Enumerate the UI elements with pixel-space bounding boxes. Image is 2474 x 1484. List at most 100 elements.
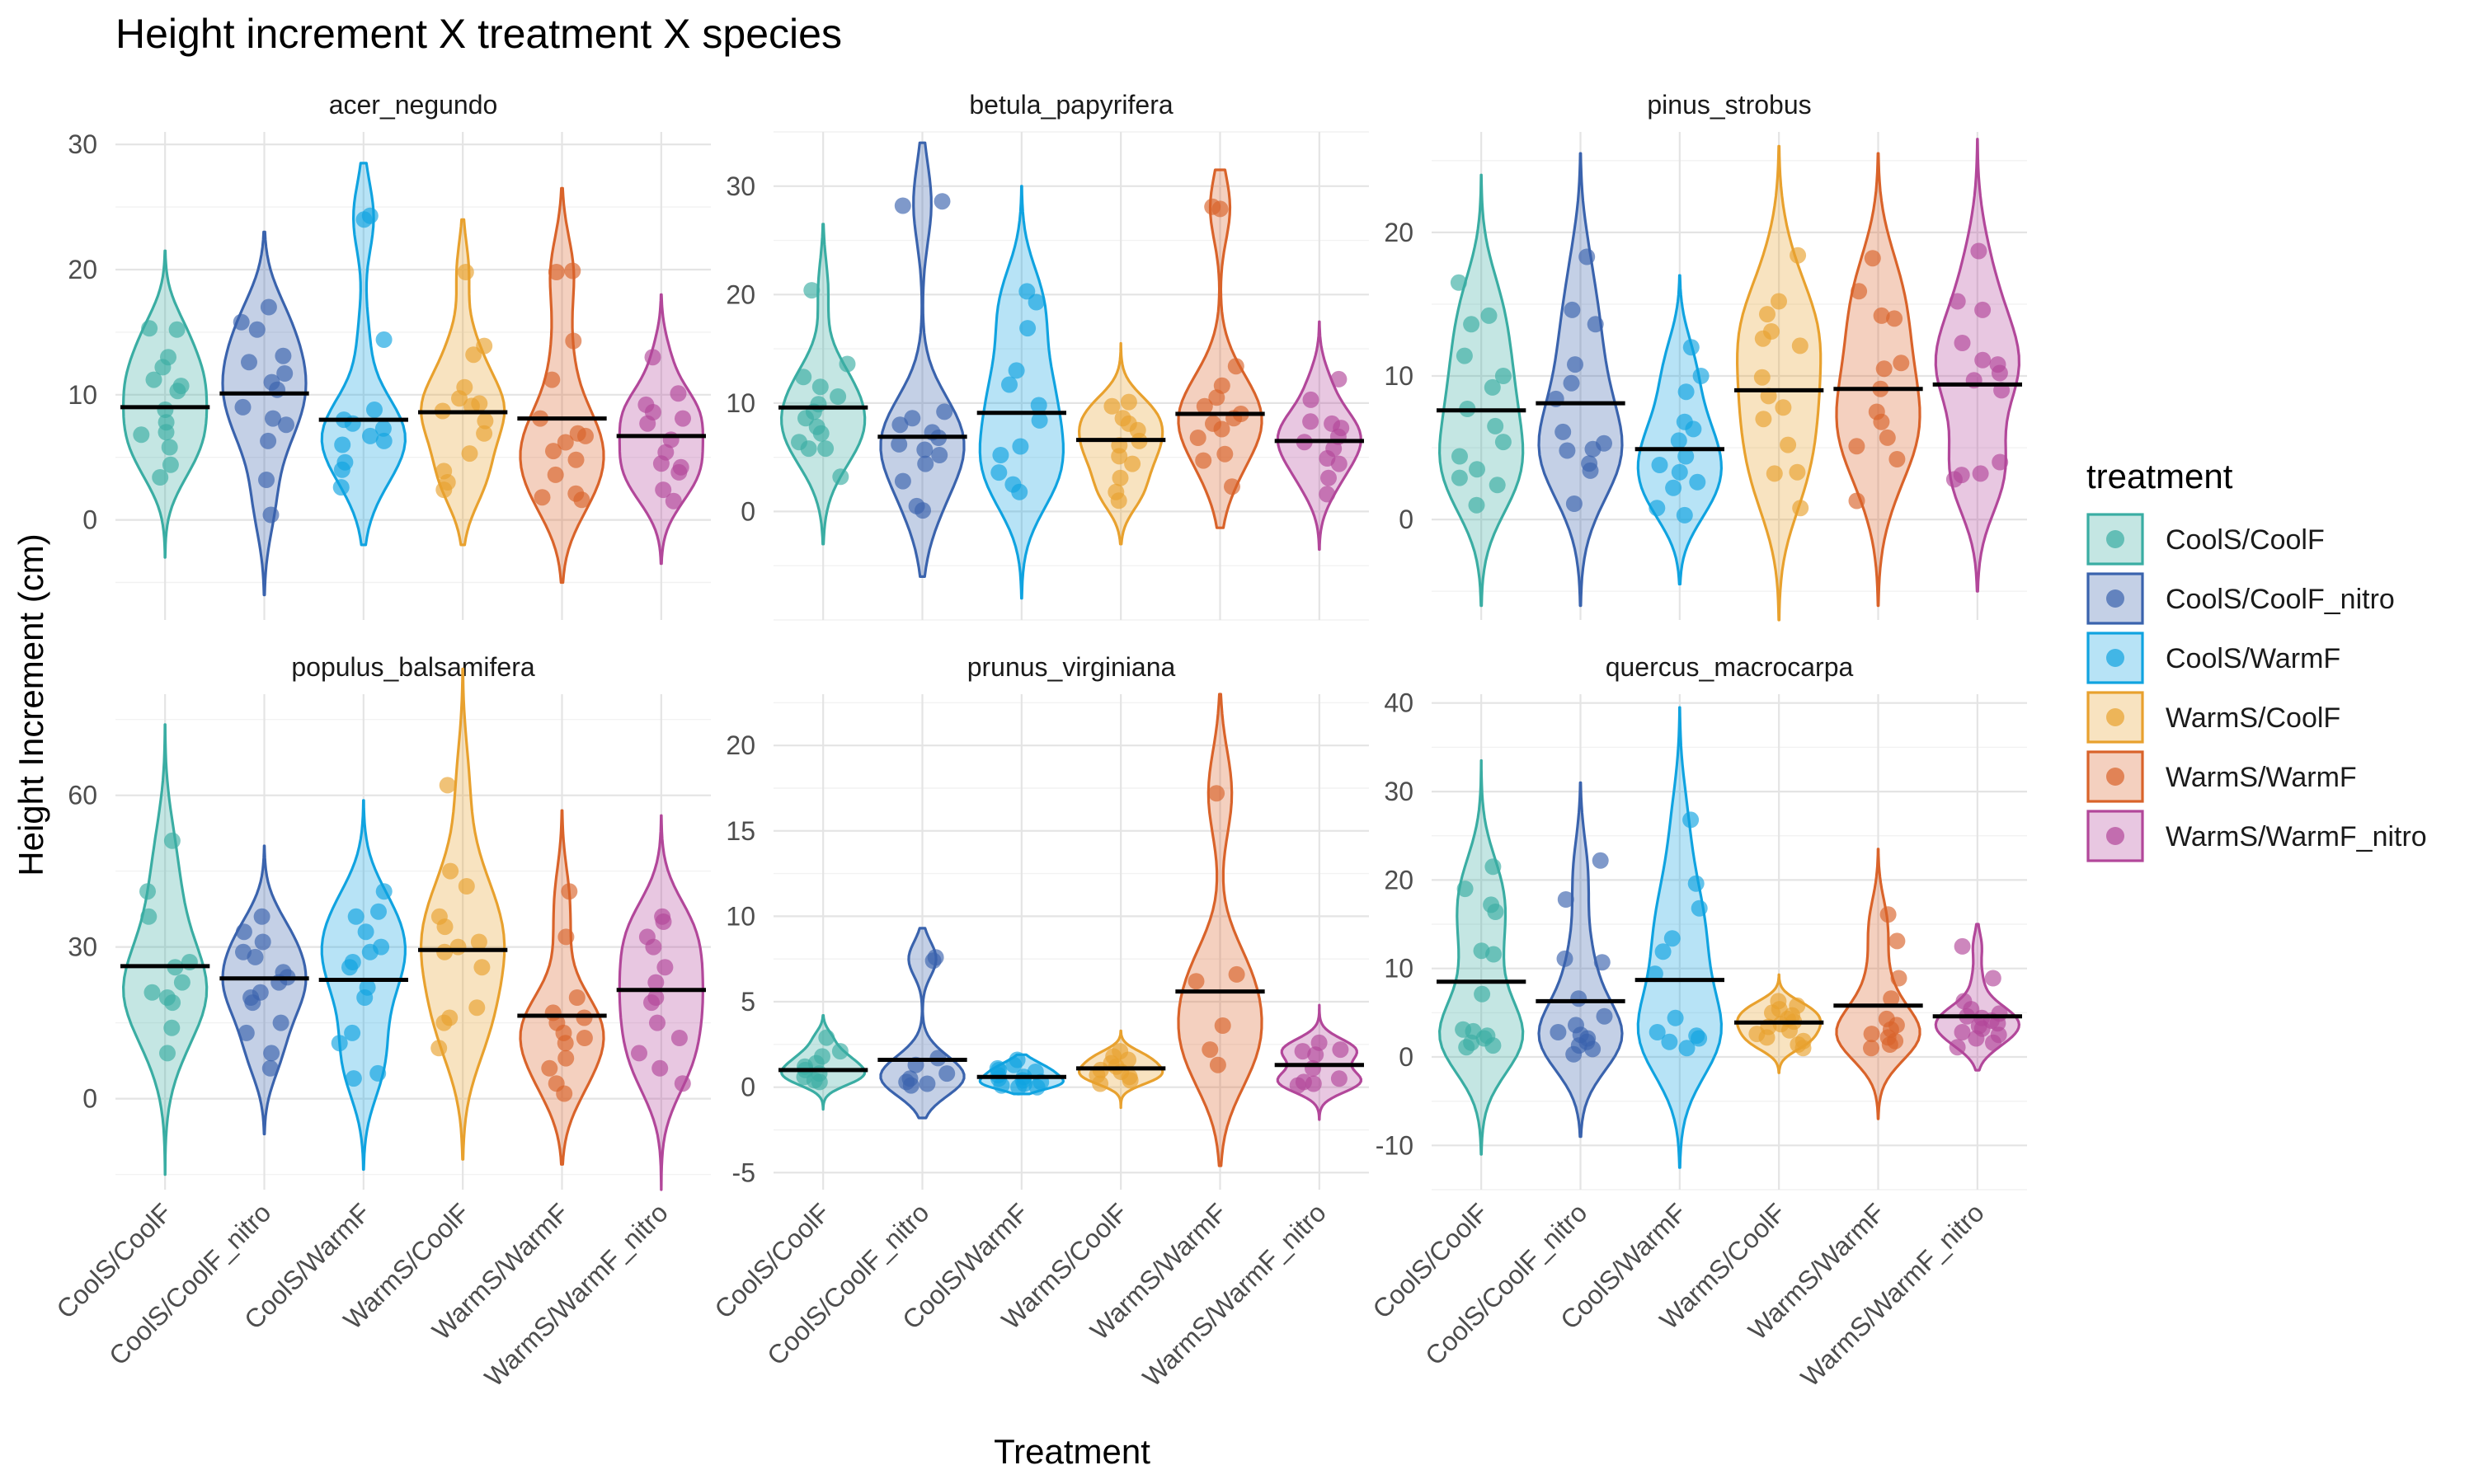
data-point bbox=[140, 908, 158, 925]
data-point bbox=[573, 491, 590, 509]
data-point bbox=[370, 903, 387, 920]
data-point bbox=[1968, 1030, 1985, 1047]
data-point bbox=[1670, 432, 1687, 449]
data-point bbox=[347, 908, 365, 925]
data-point bbox=[254, 933, 271, 951]
data-point bbox=[1883, 990, 1900, 1007]
data-point bbox=[904, 410, 921, 427]
data-point bbox=[1945, 471, 1963, 488]
data-point bbox=[1954, 335, 1971, 351]
x-tick-label: WarmS/WarmF_nitro bbox=[1795, 1197, 1990, 1392]
violin-cools-warmf bbox=[1634, 274, 1724, 586]
data-point bbox=[1484, 1037, 1502, 1054]
violin-shape bbox=[1537, 152, 1624, 608]
data-point bbox=[1663, 930, 1681, 947]
data-point bbox=[235, 923, 252, 941]
violin-warms-warmf-nitro bbox=[1274, 1003, 1364, 1121]
data-point bbox=[1848, 492, 1865, 510]
data-point bbox=[800, 440, 817, 458]
data-point bbox=[1587, 316, 1604, 333]
panel-prunus-virginiana: prunus_virginiana -5 0 5 10 15 20 CoolS/CoolFCo… bbox=[708, 652, 1369, 1392]
data-point bbox=[1677, 383, 1695, 401]
data-point bbox=[248, 321, 266, 338]
y-tick-label: 10 bbox=[68, 380, 97, 410]
data-point bbox=[1122, 1072, 1139, 1089]
data-point bbox=[1974, 301, 1992, 318]
data-point bbox=[1879, 906, 1897, 923]
data-point bbox=[1584, 440, 1602, 458]
data-point bbox=[1984, 970, 2001, 987]
data-point bbox=[1974, 351, 1992, 369]
x-tick-labels: CoolS/CoolFCoolS/CoolF_nitroCoolS/WarmFW… bbox=[50, 1197, 673, 1392]
data-point bbox=[670, 1030, 688, 1046]
data-point bbox=[577, 427, 594, 444]
legend: treatment CoolS/CoolF CoolS/CoolF_nitro Co… bbox=[2086, 457, 2427, 862]
data-point bbox=[894, 197, 911, 214]
violin-cools-warmf bbox=[318, 799, 408, 1172]
y-tick-label: 30 bbox=[68, 129, 97, 159]
data-point bbox=[261, 1059, 279, 1077]
data-point bbox=[1771, 293, 1787, 310]
data-point bbox=[162, 456, 179, 473]
data-point bbox=[1678, 1040, 1696, 1057]
data-point bbox=[1851, 283, 1868, 300]
violin-cools-coolf-nitro bbox=[219, 844, 309, 1136]
data-point bbox=[1227, 358, 1244, 375]
violin-cools-warmf bbox=[976, 1051, 1066, 1096]
violin-shape bbox=[1438, 173, 1525, 608]
violin-shape bbox=[1934, 923, 2020, 1072]
violin-shape bbox=[1537, 781, 1624, 1139]
data-point bbox=[1294, 1043, 1311, 1060]
data-point bbox=[1692, 368, 1710, 384]
violin-warms-warmf-nitro bbox=[616, 293, 706, 566]
violin-shape bbox=[1835, 848, 1921, 1120]
data-point bbox=[1494, 434, 1512, 451]
violin-shape bbox=[1276, 1003, 1362, 1121]
data-point bbox=[797, 410, 814, 427]
y-tick-label: 0 bbox=[82, 1084, 97, 1114]
x-axis-title: Treatment bbox=[994, 1432, 1150, 1471]
data-point bbox=[1001, 376, 1018, 393]
data-point bbox=[1228, 965, 1245, 983]
data-point bbox=[1456, 881, 1474, 898]
data-point bbox=[1758, 1029, 1776, 1046]
data-point bbox=[1578, 248, 1596, 265]
legend-point bbox=[2106, 649, 2124, 667]
data-point bbox=[1188, 973, 1205, 990]
data-point bbox=[561, 883, 578, 900]
violin-warms-warmf-nitro bbox=[1932, 923, 2022, 1072]
violin-shape bbox=[519, 186, 605, 585]
data-point bbox=[141, 320, 158, 337]
violin-shape bbox=[1276, 320, 1362, 552]
data-point bbox=[1011, 483, 1028, 500]
data-point bbox=[990, 464, 1008, 481]
data-point bbox=[1451, 448, 1468, 465]
x-tick-label: WarmS/WarmF_nitro bbox=[1137, 1197, 1332, 1392]
data-point bbox=[656, 959, 674, 976]
violin-cools-coolf bbox=[778, 1014, 868, 1111]
data-point bbox=[1565, 495, 1583, 512]
data-point bbox=[839, 355, 856, 373]
data-point bbox=[1196, 397, 1213, 415]
data-point bbox=[1487, 417, 1504, 434]
violin-cools-coolf-nitro bbox=[1536, 152, 1625, 608]
data-point bbox=[1494, 368, 1512, 384]
data-point bbox=[1873, 307, 1890, 324]
violin-shape bbox=[221, 230, 308, 597]
data-point bbox=[1676, 506, 1693, 524]
data-point bbox=[1665, 479, 1682, 496]
data-point bbox=[244, 994, 261, 1012]
data-point bbox=[1667, 1009, 1684, 1026]
data-point bbox=[1213, 420, 1230, 438]
x-tick-labels: CoolS/CoolFCoolS/CoolF_nitroCoolS/WarmFW… bbox=[708, 1197, 1331, 1392]
data-point bbox=[1654, 943, 1672, 960]
violin-cools-warmf bbox=[318, 162, 408, 547]
data-point bbox=[265, 410, 281, 427]
data-point bbox=[1120, 393, 1137, 411]
data-point bbox=[670, 463, 688, 481]
legend-point bbox=[2106, 708, 2124, 726]
violin-warms-warmf bbox=[517, 186, 607, 585]
data-point bbox=[557, 1050, 575, 1067]
data-point bbox=[831, 1043, 849, 1060]
violin-warms-warmf-nitro bbox=[1274, 320, 1364, 552]
